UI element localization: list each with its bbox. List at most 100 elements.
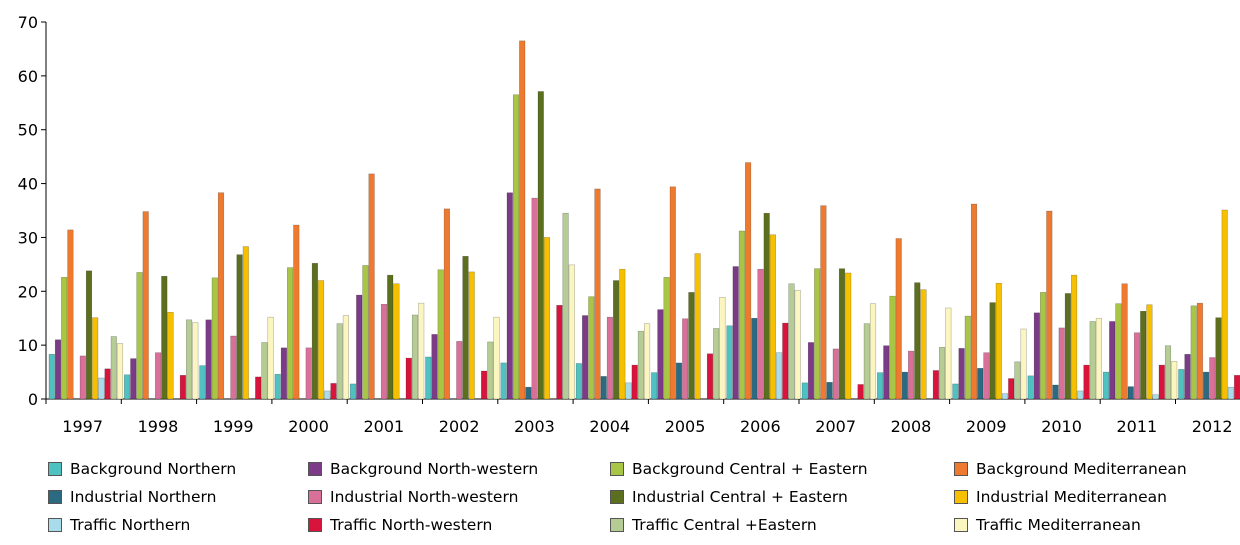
bar xyxy=(726,325,733,400)
legend-item: Background Central + Eastern xyxy=(610,458,868,480)
bar xyxy=(869,303,877,400)
bar xyxy=(387,274,394,400)
legend-swatch xyxy=(610,518,624,532)
x-tick-label: 1997 xyxy=(62,417,103,436)
x-tick-label: 2006 xyxy=(740,417,781,436)
bar xyxy=(481,370,488,400)
bar xyxy=(411,314,419,400)
bar xyxy=(932,370,939,400)
bar xyxy=(814,268,821,400)
bar xyxy=(1127,386,1134,400)
bar xyxy=(694,253,701,400)
bar xyxy=(54,339,62,400)
bar xyxy=(637,330,644,400)
bar xyxy=(657,309,664,400)
bar xyxy=(945,307,952,400)
legend-swatch xyxy=(954,490,968,504)
bar xyxy=(939,347,946,400)
bars xyxy=(48,40,1240,400)
bar xyxy=(267,316,274,400)
legend-item: Industrial Central + Eastern xyxy=(610,486,848,508)
legend-label: Background Central + Eastern xyxy=(632,460,868,478)
bar xyxy=(1133,332,1141,400)
bar xyxy=(525,386,532,400)
legend-label: Traffic North-western xyxy=(330,516,493,534)
bar xyxy=(606,316,613,400)
bar xyxy=(130,358,137,400)
bar xyxy=(631,364,638,400)
bar xyxy=(883,345,890,400)
legend-item: Traffic Central +Eastern xyxy=(610,514,817,536)
bar xyxy=(832,348,839,400)
legend-swatch xyxy=(610,462,624,476)
y-tick-label: 70 xyxy=(18,13,38,32)
y-tick-label: 60 xyxy=(18,67,38,86)
bar xyxy=(776,352,783,400)
bar xyxy=(788,283,795,400)
bar xyxy=(336,323,343,400)
legend-item: Industrial North-western xyxy=(308,486,518,508)
bar xyxy=(85,270,93,400)
bar xyxy=(970,203,978,400)
bar xyxy=(1109,321,1116,400)
bar xyxy=(1221,209,1228,400)
bar xyxy=(958,348,965,400)
bar xyxy=(92,317,99,400)
bar xyxy=(342,315,349,400)
bar xyxy=(537,91,544,400)
bar xyxy=(1209,357,1216,400)
bar xyxy=(519,40,526,400)
x-tick-label: 2001 xyxy=(363,417,404,436)
x-tick-label: 2005 xyxy=(665,417,706,436)
bar xyxy=(142,211,149,400)
bar xyxy=(669,186,676,400)
bar xyxy=(493,316,500,400)
legend-item: Traffic North-western xyxy=(308,514,492,536)
legend-label: Background Mediterranean xyxy=(976,460,1187,478)
bar xyxy=(311,263,318,400)
bar xyxy=(1158,364,1165,400)
bar xyxy=(1064,293,1071,400)
bar xyxy=(1014,361,1021,400)
bar xyxy=(782,322,789,400)
legend-swatch xyxy=(308,462,322,476)
legend-item: Background Northern xyxy=(48,458,236,480)
bar xyxy=(1052,384,1059,400)
bar-chart: 0 10 20 30 40 50 60 70 1997 1998 1999 2000 2001 2002 2… xyxy=(18,13,1240,436)
bar xyxy=(838,268,846,400)
bar xyxy=(857,384,864,400)
y-tick-label: 30 xyxy=(18,228,38,247)
bar xyxy=(287,267,294,400)
bar xyxy=(500,362,507,400)
legend-swatch xyxy=(308,490,322,504)
bar xyxy=(349,383,357,400)
bar xyxy=(600,376,607,400)
bar xyxy=(487,341,494,400)
bar xyxy=(889,295,896,400)
bar xyxy=(318,280,325,400)
bar xyxy=(1040,292,1047,400)
bar xyxy=(167,312,174,400)
bar xyxy=(462,256,469,400)
legend-item: Background Mediterranean xyxy=(954,458,1187,480)
bar xyxy=(952,383,959,400)
bar xyxy=(845,272,852,400)
bar xyxy=(192,322,199,400)
bar xyxy=(619,268,626,400)
bar xyxy=(506,192,513,400)
bar xyxy=(356,294,363,400)
bar xyxy=(161,275,168,400)
bar xyxy=(274,373,281,400)
bar xyxy=(48,354,55,400)
bar xyxy=(1058,327,1065,400)
bar xyxy=(1033,312,1040,400)
bar xyxy=(989,302,996,400)
bar xyxy=(116,343,124,400)
bar xyxy=(713,328,720,400)
legend-swatch xyxy=(48,518,62,532)
bar xyxy=(456,341,463,400)
bar xyxy=(1020,328,1027,400)
bar xyxy=(738,230,745,400)
x-tick-label: 2011 xyxy=(1116,417,1157,436)
bar xyxy=(977,368,984,400)
